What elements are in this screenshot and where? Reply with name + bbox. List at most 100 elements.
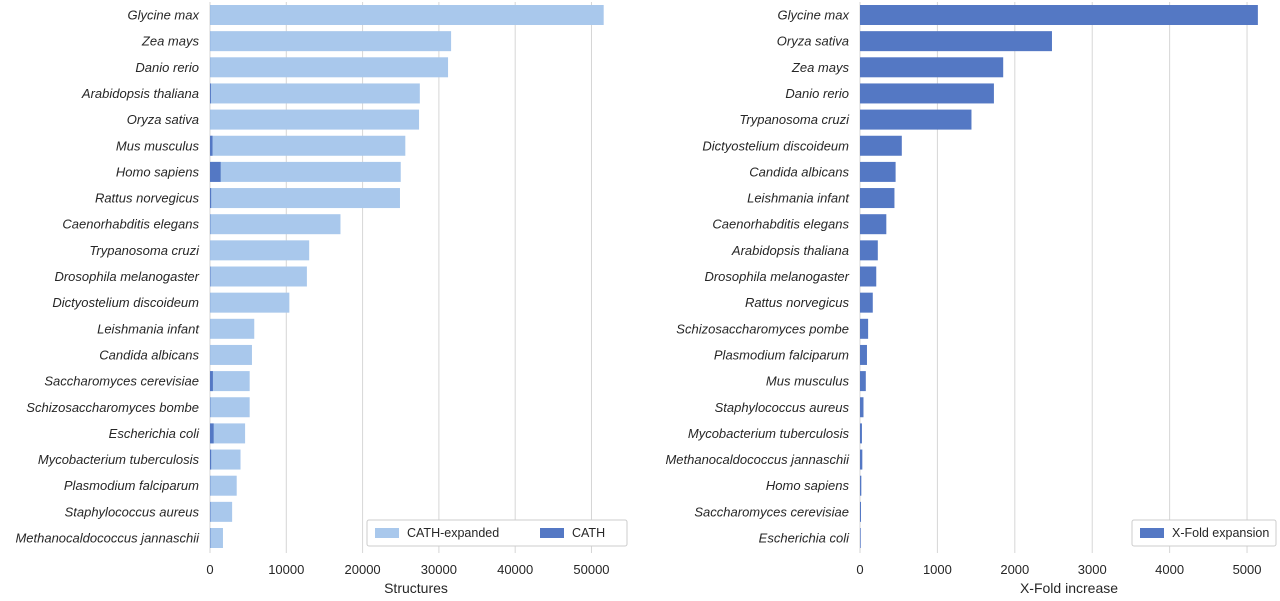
chart2-category-label-4: Trypanosoma cruzi xyxy=(739,112,850,127)
chart1-bar-cath-expanded-9 xyxy=(210,240,309,260)
chart1-bar-cath-expanded-8 xyxy=(210,214,340,234)
chart1-bar-cath-expanded-19 xyxy=(210,502,232,522)
chart2-category-label-0: Glycine max xyxy=(777,8,849,23)
chart2-bar-x-fold-expansion-3 xyxy=(860,83,994,103)
chart1-category-label-12: Leishmania infant xyxy=(97,321,200,336)
chart1-bar-cath-expanded-14 xyxy=(210,371,250,391)
chart2-bar-x-fold-expansion-19 xyxy=(860,502,861,522)
chart1-category-label-6: Homo sapiens xyxy=(116,164,200,179)
chart2-xtick-label-0: 0 xyxy=(856,562,863,577)
chart2-category-label-3: Danio rerio xyxy=(785,86,849,101)
chart1-category-label-9: Trypanosoma cruzi xyxy=(89,243,200,258)
chart2-bar-x-fold-expansion-20 xyxy=(860,528,861,548)
chart1-category-label-7: Rattus norvegicus xyxy=(95,191,200,206)
chart2-bar-x-fold-expansion-17 xyxy=(860,450,862,470)
chart2-category-label-11: Rattus norvegicus xyxy=(745,295,850,310)
chart1-bar-cath-expanded-10 xyxy=(210,267,307,287)
chart2-category-label-9: Arabidopsis thaliana xyxy=(731,243,849,258)
chart1-bar-cath-5 xyxy=(210,136,213,156)
chart1-bar-cath-expanded-20 xyxy=(210,528,223,548)
chart2-x-axis-title: X-Fold increase xyxy=(1020,580,1118,596)
chart1-category-label-0: Glycine max xyxy=(127,8,199,23)
chart1-bar-cath-14 xyxy=(210,371,213,391)
chart1-xtick-label-2: 20000 xyxy=(345,562,381,577)
chart2-bar-x-fold-expansion-0 xyxy=(860,5,1258,25)
chart2-category-label-12: Schizosaccharomyces pombe xyxy=(676,321,849,336)
chart2-category-label-16: Mycobacterium tuberculosis xyxy=(688,426,850,441)
chart1-category-label-2: Danio rerio xyxy=(135,60,199,75)
chart2-category-label-5: Dictyostelium discoideum xyxy=(702,138,849,153)
chart1-bar-cath-expanded-1 xyxy=(210,31,451,51)
chart2-bar-x-fold-expansion-14 xyxy=(860,371,866,391)
chart1-bar-cath-expanded-18 xyxy=(210,476,237,496)
chart1-category-label-20: Methanocaldococcus jannaschii xyxy=(15,531,200,546)
chart2-category-label-6: Candida albicans xyxy=(749,164,849,179)
chart1-xtick-label-1: 10000 xyxy=(268,562,304,577)
chart2-category-label-19: Saccharomyces cerevisiae xyxy=(694,504,849,519)
chart1-xtick-label-5: 50000 xyxy=(573,562,609,577)
chart2-xtick-label-5: 5000 xyxy=(1233,562,1262,577)
chart2-xtick-label-4: 4000 xyxy=(1155,562,1184,577)
chart1-bar-cath-6 xyxy=(210,162,221,182)
chart1-category-label-8: Caenorhabditis elegans xyxy=(62,217,199,232)
chart2-bar-x-fold-expansion-4 xyxy=(860,110,971,130)
chart2-legend-swatch-0 xyxy=(1140,528,1164,538)
chart2-bar-x-fold-expansion-11 xyxy=(860,293,873,313)
chart2-bar-x-fold-expansion-7 xyxy=(860,188,894,208)
chart1-category-label-15: Schizosaccharomyces bombe xyxy=(26,400,199,415)
chart1-bar-cath-expanded-0 xyxy=(210,5,604,25)
chart2-xtick-label-1: 1000 xyxy=(923,562,952,577)
chart2-category-label-8: Caenorhabditis elegans xyxy=(712,217,849,232)
chart2-category-label-18: Homo sapiens xyxy=(766,478,850,493)
chart1-bar-cath-expanded-7 xyxy=(210,188,400,208)
chart2-bar-x-fold-expansion-13 xyxy=(860,345,867,365)
chart2-xtick-label-3: 3000 xyxy=(1078,562,1107,577)
chart1-bar-cath-7 xyxy=(210,188,211,208)
chart1-category-label-19: Staphylococcus aureus xyxy=(65,504,200,519)
chart1-bar-cath-expanded-16 xyxy=(210,423,245,443)
chart1-bar-cath-expanded-13 xyxy=(210,345,252,365)
chart2-bar-x-fold-expansion-8 xyxy=(860,214,886,234)
chart1-xtick-label-4: 40000 xyxy=(497,562,533,577)
chart1-bar-cath-expanded-2 xyxy=(210,57,448,77)
chart2-bar-x-fold-expansion-9 xyxy=(860,240,878,260)
chart1-bar-cath-expanded-12 xyxy=(210,319,254,339)
chart1-legend-label-0: CATH-expanded xyxy=(407,526,499,540)
chart1-category-label-18: Plasmodium falciparum xyxy=(64,478,199,493)
chart1-legend-label-1: CATH xyxy=(572,526,605,540)
chart1-category-label-4: Oryza sativa xyxy=(127,112,199,127)
chart1-bar-cath-expanded-3 xyxy=(210,83,420,103)
chart1-category-label-16: Escherichia coli xyxy=(109,426,200,441)
chart1-category-label-11: Dictyostelium discoideum xyxy=(52,295,199,310)
chart2-bar-x-fold-expansion-6 xyxy=(860,162,896,182)
chart1-category-label-14: Saccharomyces cerevisiae xyxy=(44,374,199,389)
chart2-bar-x-fold-expansion-5 xyxy=(860,136,902,156)
chart1-legend-swatch-1 xyxy=(540,528,564,538)
chart2-category-label-17: Methanocaldococcus jannaschii xyxy=(665,452,850,467)
chart1-bar-cath-16 xyxy=(210,423,214,443)
chart1-bar-cath-expanded-11 xyxy=(210,293,289,313)
chart1-category-label-13: Candida albicans xyxy=(99,347,199,362)
chart1-xtick-label-0: 0 xyxy=(206,562,213,577)
chart2-category-label-10: Drosophila melanogaster xyxy=(704,269,849,284)
chart2-xtick-label-2: 2000 xyxy=(1000,562,1029,577)
chart2-category-label-2: Zea mays xyxy=(791,60,850,75)
chart2-bar-x-fold-expansion-10 xyxy=(860,267,876,287)
chart1-bar-cath-expanded-17 xyxy=(210,450,241,470)
chart2-category-label-14: Mus musculus xyxy=(766,374,850,389)
chart2-category-label-13: Plasmodium falciparum xyxy=(714,347,849,362)
chart2-bar-x-fold-expansion-16 xyxy=(860,423,862,443)
chart2-category-label-15: Staphylococcus aureus xyxy=(715,400,850,415)
chart1-legend: CATH-expanded CATH xyxy=(367,520,627,546)
chart2-bar-x-fold-expansion-2 xyxy=(860,57,1003,77)
chart1-legend-swatch-0 xyxy=(375,528,399,538)
chart2-bar-x-fold-expansion-12 xyxy=(860,319,868,339)
chart1-category-label-5: Mus musculus xyxy=(116,138,200,153)
chart1-bar-cath-expanded-5 xyxy=(210,136,405,156)
chart1-x-axis-title: Structures xyxy=(384,580,448,596)
chart1-bar-cath-expanded-15 xyxy=(210,397,250,417)
chart2-bar-x-fold-expansion-18 xyxy=(860,476,861,496)
